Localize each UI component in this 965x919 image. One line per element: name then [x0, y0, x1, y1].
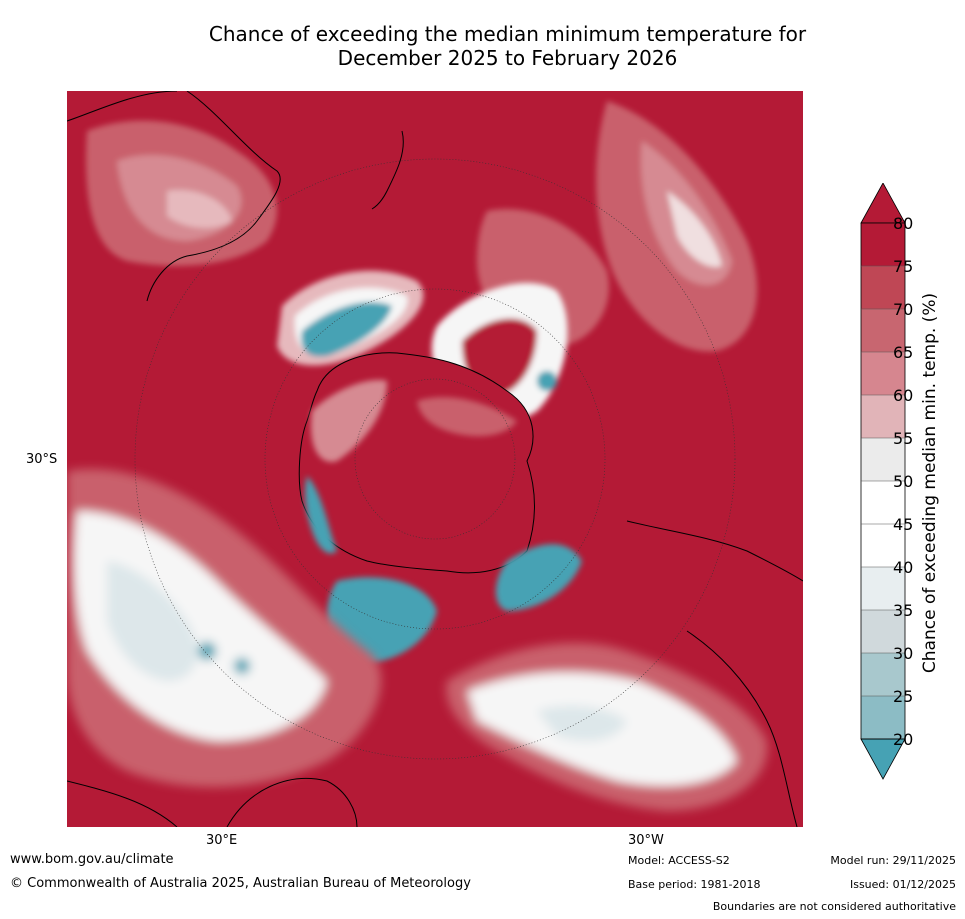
- title-line-1: Chance of exceeding the median minimum t…: [208, 22, 807, 46]
- colorbar-tick: 40: [893, 558, 914, 577]
- map-panel: [67, 91, 803, 827]
- colorbar-segment: [861, 266, 905, 309]
- colorbar-segment: [861, 223, 905, 266]
- anomaly-west-ross: [277, 270, 424, 366]
- colorbar-tick: 55: [893, 429, 914, 448]
- colorbar-tick: 30: [893, 644, 914, 663]
- colorbar-segment: [861, 610, 905, 653]
- title-line-2: December 2025 to February 2026: [337, 46, 678, 70]
- footer-base-period: Base period: 1981-2018: [628, 878, 761, 891]
- colorbar-tick: 65: [893, 343, 914, 362]
- anomaly-indian-ocean: [67, 469, 382, 788]
- colorbar-segment: [861, 696, 905, 739]
- colorbar-title: Chance of exceeding median min. temp. (%…: [920, 292, 940, 674]
- anomaly-south-atlantic: [446, 642, 768, 811]
- footer-url[interactable]: www.bom.gov.au/climate: [10, 852, 174, 867]
- chart-title: Chance of exceeding the median minimum t…: [100, 22, 915, 70]
- footer-model: Model: ACCESS-S2: [628, 854, 730, 867]
- colorbar-tick: 35: [893, 601, 914, 620]
- colorbar-segment: [861, 395, 905, 438]
- lon-label-30w: 30°W: [628, 833, 664, 848]
- colorbar-tick: 75: [893, 257, 914, 276]
- map-svg: [67, 91, 803, 827]
- colorbar-tick-lines: [861, 265, 905, 697]
- lat-label-30s: 30°S: [26, 452, 58, 467]
- colorbar-tick: 25: [893, 687, 914, 706]
- colorbar-tick: 80: [893, 214, 914, 233]
- colorbar-segment: [861, 567, 905, 610]
- colorbar-segment: [861, 438, 905, 481]
- colorbar-segment: [861, 524, 905, 567]
- footer-issued: Issued: 01/12/2025: [849, 878, 956, 891]
- coastlines: [67, 91, 803, 827]
- colorbar-tick: 45: [893, 515, 914, 534]
- colorbar: [860, 183, 906, 780]
- colorbar-tick: 50: [893, 472, 914, 491]
- colorbar-segment: [861, 481, 905, 524]
- footer-model-run: Model run: 29/11/2025: [830, 854, 956, 867]
- colorbar-tick: 70: [893, 300, 914, 319]
- antarctica-continent: [298, 352, 535, 574]
- footer-copyright: © Commonwealth of Australia 2025, Austra…: [10, 876, 471, 891]
- footer-disclaimer: Boundaries are not considered authoritat…: [712, 900, 956, 913]
- lon-label-30e: 30°E: [206, 833, 238, 848]
- colorbar-segment: [861, 653, 905, 696]
- colorbar-segment: [861, 309, 905, 352]
- colorbar-tick: 60: [893, 386, 914, 405]
- colorbar-tick: 20: [893, 730, 914, 749]
- anomaly-pink-australia: [86, 120, 278, 266]
- colorbar-segment: [861, 352, 905, 395]
- graticule: [134, 158, 736, 760]
